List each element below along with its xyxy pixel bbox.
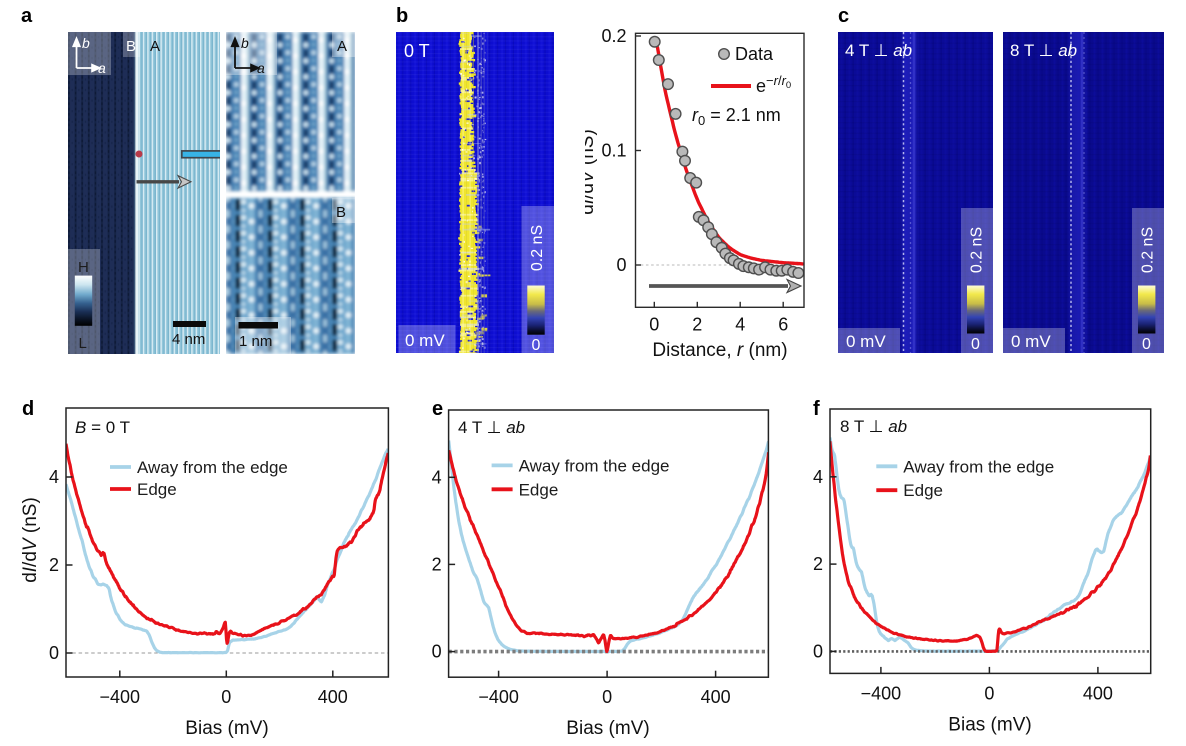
svg-text:1 nm: 1 nm xyxy=(239,333,272,350)
svg-text:e−r/r0: e−r/r0 xyxy=(756,73,791,96)
svg-text:B = 0 T: B = 0 T xyxy=(75,418,130,437)
svg-text:−400: −400 xyxy=(100,687,141,707)
svg-text:6: 6 xyxy=(778,314,788,334)
svg-text:0.2 nS: 0.2 nS xyxy=(969,227,986,273)
svg-text:Bias (mV): Bias (mV) xyxy=(185,718,268,739)
svg-text:b: b xyxy=(241,35,249,51)
svg-text:0: 0 xyxy=(532,337,541,353)
svg-text:4: 4 xyxy=(735,314,745,334)
svg-text:8 T ⊥ ab: 8 T ⊥ ab xyxy=(1010,41,1077,60)
svg-text:0.2 nS: 0.2 nS xyxy=(1140,227,1157,273)
svg-text:Edge: Edge xyxy=(137,480,177,499)
svg-text:Edge: Edge xyxy=(519,480,559,499)
svg-text:2: 2 xyxy=(813,554,823,574)
svg-text:Away from the edge: Away from the edge xyxy=(519,456,670,475)
svg-text:400: 400 xyxy=(1083,683,1113,703)
svg-text:b: b xyxy=(82,35,90,51)
svg-text:−400: −400 xyxy=(478,687,519,707)
svg-text:0.1: 0.1 xyxy=(601,141,626,161)
svg-text:8 T ⊥ ab: 8 T ⊥ ab xyxy=(840,417,907,436)
svg-text:B: B xyxy=(126,38,136,55)
svg-text:0: 0 xyxy=(649,314,659,334)
svg-text:H: H xyxy=(78,259,89,276)
svg-text:4 T ⊥ ab: 4 T ⊥ ab xyxy=(458,418,525,437)
svg-text:0 mV: 0 mV xyxy=(846,332,886,351)
svg-text:Away from the edge: Away from the edge xyxy=(137,458,288,477)
svg-text:0: 0 xyxy=(221,687,231,707)
svg-text:2: 2 xyxy=(432,554,442,574)
svg-text:0: 0 xyxy=(984,683,994,703)
svg-text:0 T: 0 T xyxy=(404,41,430,61)
svg-text:0: 0 xyxy=(616,255,626,275)
svg-text:0: 0 xyxy=(432,642,442,662)
svg-text:0: 0 xyxy=(971,336,980,353)
svg-text:0: 0 xyxy=(602,687,612,707)
svg-text:dI/dV (nS): dI/dV (nS) xyxy=(20,497,41,583)
svg-text:2: 2 xyxy=(692,314,702,334)
svg-text:400: 400 xyxy=(701,687,731,707)
svg-text:4: 4 xyxy=(813,467,823,487)
svg-text:0: 0 xyxy=(813,641,823,661)
svg-text:A: A xyxy=(337,38,347,55)
svg-text:B: B xyxy=(336,204,346,221)
svg-text:Bias (mV): Bias (mV) xyxy=(566,718,649,739)
svg-text:400: 400 xyxy=(318,687,348,707)
svg-text:Edge: Edge xyxy=(903,481,943,500)
svg-text:2: 2 xyxy=(49,555,59,575)
svg-text:4: 4 xyxy=(432,467,442,487)
svg-text:0.2 nS: 0.2 nS xyxy=(529,225,546,271)
svg-text:dI/dV (nS): dI/dV (nS) xyxy=(585,129,598,215)
svg-text:4 nm: 4 nm xyxy=(172,331,205,348)
svg-text:Bias (mV): Bias (mV) xyxy=(948,714,1031,735)
svg-text:0: 0 xyxy=(49,643,59,663)
svg-text:−400: −400 xyxy=(861,683,902,703)
svg-text:a: a xyxy=(98,60,106,76)
svg-text:0.2: 0.2 xyxy=(601,26,626,46)
svg-text:Distance, r (nm): Distance, r (nm) xyxy=(652,340,787,361)
svg-text:Away from the edge: Away from the edge xyxy=(903,457,1054,476)
svg-text:0 mV: 0 mV xyxy=(405,331,445,350)
svg-text:4: 4 xyxy=(49,467,59,487)
svg-text:Data: Data xyxy=(735,44,774,64)
svg-text:4 T ⊥ ab: 4 T ⊥ ab xyxy=(845,41,912,60)
svg-text:L: L xyxy=(79,335,87,352)
svg-text:0: 0 xyxy=(1142,336,1151,353)
svg-text:a: a xyxy=(257,60,265,76)
svg-text:A: A xyxy=(150,38,160,55)
svg-text:r0 = 2.1 nm: r0 = 2.1 nm xyxy=(692,105,781,128)
svg-text:0 mV: 0 mV xyxy=(1011,332,1051,351)
